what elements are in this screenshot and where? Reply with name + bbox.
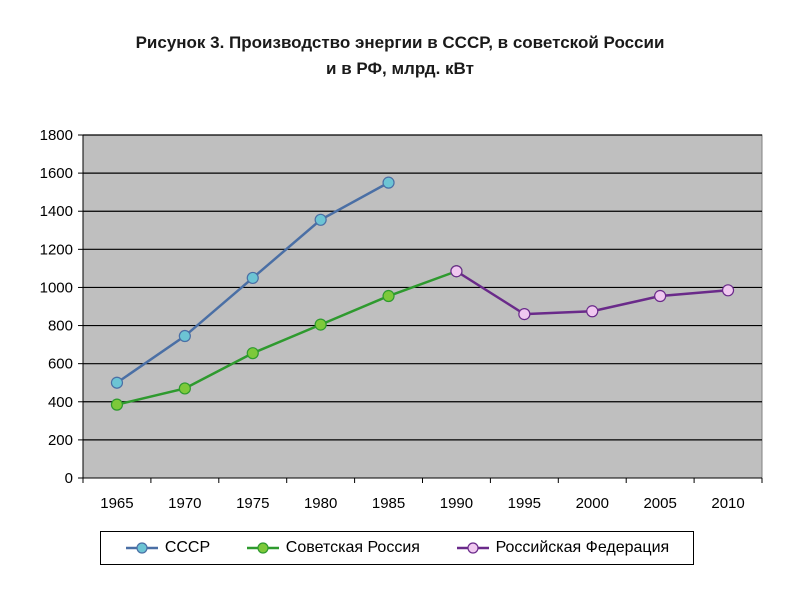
legend-label-1: Советская Россия xyxy=(285,539,420,556)
y-tick-label-800: 800 xyxy=(48,318,73,335)
series-1-point-1975 xyxy=(246,347,259,360)
plot-area xyxy=(82,134,763,479)
series-0-point-1980 xyxy=(314,213,327,226)
series-1-point-1965 xyxy=(110,398,124,411)
y-tick-label-1200: 1200 xyxy=(40,241,73,258)
series-2-point-1990 xyxy=(450,265,463,278)
series-line-1 xyxy=(116,270,457,406)
series-1-point-1970 xyxy=(178,382,191,395)
series-0-point-1970 xyxy=(178,329,191,343)
legend-item-1: Советская Россия xyxy=(246,539,420,557)
series-0-point-1975 xyxy=(246,271,259,285)
chart-title: Рисунок 3. Производство энергии в СССР, … xyxy=(0,30,800,82)
y-tick-label-200: 200 xyxy=(48,432,73,449)
x-tick-label-1980: 1980 xyxy=(304,495,337,512)
chart-title-line-2: и в РФ, млрд. кВт xyxy=(326,59,474,78)
legend: СССР Советская Россия Российская Федерация xyxy=(100,531,694,565)
chart-title-line-1: Рисунок 3. Производство энергии в СССР, … xyxy=(135,33,665,52)
x-tick-label-2000: 2000 xyxy=(576,495,609,512)
x-tick-label-2005: 2005 xyxy=(643,495,676,512)
series-2-point-2005 xyxy=(654,289,667,303)
x-tick-label-2010: 2010 xyxy=(711,495,744,512)
legend-swatch-2 xyxy=(456,542,489,554)
x-tick-label-1965: 1965 xyxy=(100,495,133,512)
series-1-point-1985 xyxy=(382,289,395,303)
legend-swatch-1 xyxy=(246,542,279,554)
series-0-point-1965 xyxy=(110,376,124,389)
legend-swatch-0 xyxy=(125,542,158,554)
series-1-point-1980 xyxy=(314,318,327,331)
series-2-point-1995 xyxy=(518,308,531,321)
legend-label-0: СССР xyxy=(164,539,211,556)
x-tick-label-1990: 1990 xyxy=(440,495,473,512)
y-tick-label-1600: 1600 xyxy=(40,165,73,182)
y-tick-label-0: 0 xyxy=(65,470,73,487)
y-tick-label-1400: 1400 xyxy=(40,203,73,220)
legend-item-0: СССР xyxy=(125,539,210,557)
series-2-point-2000 xyxy=(586,305,599,318)
series-0-point-1985 xyxy=(382,176,395,189)
x-tick-label-1995: 1995 xyxy=(508,495,541,512)
y-tick-label-600: 600 xyxy=(48,356,73,373)
x-tick-label-1970: 1970 xyxy=(168,495,201,512)
x-tick-label-1975: 1975 xyxy=(236,495,269,512)
y-tick-label-1000: 1000 xyxy=(40,279,73,296)
series-2-point-2010 xyxy=(721,284,735,297)
legend-item-2: Российская Федерация xyxy=(456,539,670,557)
legend-label-2: Российская Федерация xyxy=(495,539,670,556)
line-chart: 0 200 400 600 800 1000 1200 1400 1600 1800 1965 197… xyxy=(40,127,763,512)
y-tick-label-400: 400 xyxy=(48,394,73,411)
x-tick-label-1985: 1985 xyxy=(372,495,405,512)
y-tick-label-1800: 1800 xyxy=(40,127,73,144)
